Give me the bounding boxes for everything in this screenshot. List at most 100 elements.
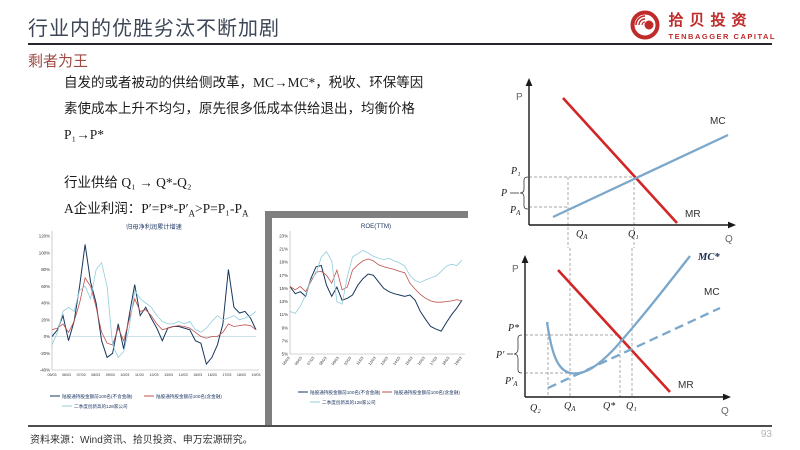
- y-tick-label: 20%: [41, 317, 50, 322]
- body-line-5: A企业利润：P′=P*-P′A>P=P₁-PA: [64, 201, 249, 219]
- y-tick-label: 0%: [44, 334, 50, 339]
- chart-frame-horizontal-bar: [265, 211, 468, 218]
- mc-star-curve: [545, 255, 691, 375]
- p-label: P: [500, 188, 507, 199]
- legend-label-1: 陆股通持股金额前100名(含金融): [394, 389, 460, 396]
- x-tick-label: 13/03: [380, 356, 389, 366]
- y-tick-label: 11%: [280, 312, 289, 317]
- axes: [524, 261, 725, 398]
- y-tick-label: 5%: [282, 352, 288, 357]
- y-tick-label: 120%: [39, 234, 50, 239]
- x-tick-label: 08/03: [91, 373, 100, 377]
- pa-prime-label: P′A: [504, 376, 518, 388]
- axes: [528, 84, 730, 226]
- mr-curve: [557, 269, 671, 393]
- series-line-1: [289, 258, 463, 303]
- company-logo: 拾贝投资 TENBAGGER CAPITAL: [628, 8, 776, 42]
- mc-mr-diagram-before: P Q MC MR P₁ P PA QA Q₁: [500, 78, 736, 248]
- x-tick-label: 17/03: [429, 356, 438, 366]
- x-tick-label: 11/03: [135, 373, 144, 377]
- q-axis-label: Q: [721, 406, 729, 417]
- series-line-2: [289, 249, 463, 314]
- mc-star-label: MC*: [697, 252, 720, 263]
- x-tick-label: 09/03: [331, 356, 340, 366]
- mc-old-curve-dashed: [547, 306, 721, 390]
- q2-label: Q₂: [530, 403, 541, 414]
- p-axis-arrow: [525, 78, 533, 86]
- section-subtitle: 剩者为王: [28, 53, 89, 70]
- y-tick-label: -20%: [40, 351, 50, 356]
- series-line-0: [51, 244, 257, 366]
- y-tick-label: 80%: [41, 267, 50, 272]
- footer-divider: [28, 425, 772, 427]
- x-tick-label: 05/03: [282, 356, 291, 366]
- series-line-1: [51, 276, 257, 346]
- body-line-2: 素使成本上升不均匀，原先很多低成本供给退出，均衡价格: [64, 101, 415, 116]
- x-tick-label: 07/03: [77, 373, 86, 377]
- x-tick-label: 10/03: [343, 356, 352, 366]
- x-tick-label: 19/03: [252, 373, 261, 377]
- logo-text: 拾贝投资 TENBAGGER CAPITAL: [669, 9, 776, 41]
- price-range-brace: [519, 176, 529, 210]
- x-tick-label: 06/03: [294, 356, 303, 366]
- price-range-brace: [513, 334, 523, 374]
- spacer: [64, 148, 474, 170]
- qa-label: QA: [576, 229, 588, 241]
- body-line-4: 行业供给 Q₁ → Q*-Q₂: [64, 175, 192, 190]
- x-tick-label: 09/03: [106, 373, 115, 377]
- chart-title: 归母净利润累计增速: [126, 223, 182, 231]
- logo-chinese-name: 拾贝投资: [668, 12, 753, 29]
- legend-label-1: 陆股通持股金额前100名(含金融): [156, 393, 222, 400]
- x-tick-label: 07/03: [306, 356, 315, 366]
- legend-label-2: 二季度创新高的128家公司: [74, 403, 128, 410]
- p-axis-label: P: [516, 92, 523, 103]
- mc-mr-diagram-after: P Q MC* MC MR P* P′ P′A Q₂ QA Q* Q₁: [495, 248, 731, 417]
- x-tick-label: 12/03: [150, 373, 159, 377]
- logo-english-name: TENBAGGER CAPITAL: [668, 32, 776, 41]
- q-axis-label: Q: [725, 234, 733, 245]
- net-profit-growth-chart: 归母净利润累计增速120%100%80%60%40%20%0%-20%-40%0…: [39, 223, 261, 410]
- x-tick-label: 14/03: [392, 356, 401, 366]
- x-tick-label: 10/03: [120, 373, 129, 377]
- x-tick-label: 16/03: [208, 373, 217, 377]
- pa-label: PA: [509, 205, 521, 217]
- q1-label: Q₁: [628, 229, 639, 240]
- y-tick-label: 9%: [282, 325, 288, 330]
- y-tick-label: -40%: [40, 368, 50, 373]
- mc-curve: [552, 133, 729, 219]
- x-tick-label: 13/03: [164, 373, 173, 377]
- x-tick-label: 11/03: [356, 356, 365, 366]
- p-star-label: P*: [507, 323, 519, 334]
- p-axis-label: P: [512, 264, 519, 275]
- x-tick-label: 15/03: [405, 356, 414, 366]
- page-number: 93: [760, 429, 772, 440]
- y-tick-label: 40%: [41, 301, 50, 306]
- legend-label-0: 陆股通持股金额前100名(不含金融): [62, 393, 133, 400]
- q-axis-arrow: [723, 393, 731, 401]
- x-tick-label: 08/03: [319, 356, 328, 366]
- y-tick-label: 13%: [279, 299, 288, 304]
- qa-label: QA: [564, 401, 576, 413]
- p-prime-label: P′: [495, 350, 505, 361]
- legend-label-0: 陆股通持股金额前100名(不含金融): [310, 389, 381, 396]
- chart-title: ROE(TTM): [361, 223, 391, 230]
- x-tick-label: 19/03: [454, 356, 463, 366]
- mr-label: MR: [678, 380, 694, 391]
- x-tick-label: 18/03: [441, 356, 450, 366]
- chart-frame-vertical-bar: [265, 211, 272, 426]
- body-line-3: P₁→P*: [64, 127, 104, 142]
- mc-label: MC: [704, 287, 720, 298]
- q-star-label: Q*: [603, 401, 615, 412]
- x-tick-label: 17/03: [222, 373, 231, 377]
- x-tick-label: 18/03: [237, 373, 246, 377]
- x-tick-label: 05/03: [48, 373, 57, 377]
- x-tick-label: 14/03: [179, 373, 188, 377]
- p1-label: P₁: [510, 166, 521, 177]
- y-tick-label: 17%: [279, 273, 288, 278]
- mc-label: MC: [710, 116, 726, 127]
- shell-logo-icon: [630, 10, 660, 40]
- series-line-2: [51, 261, 257, 359]
- y-tick-label: 60%: [41, 284, 50, 289]
- x-tick-label: 12/03: [368, 356, 377, 366]
